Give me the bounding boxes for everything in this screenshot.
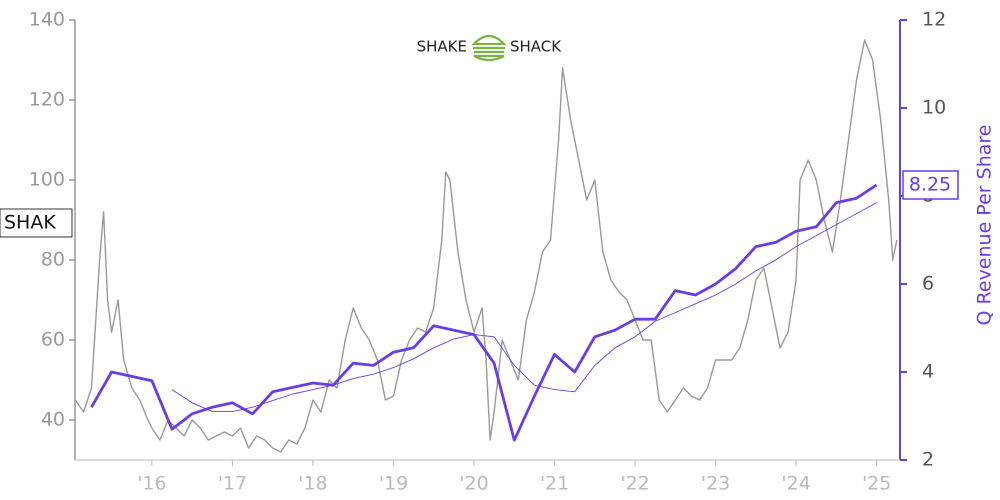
y-tick-label: 40 xyxy=(41,409,65,431)
x-tick-label: '20 xyxy=(459,473,488,495)
x-tick-label: '18 xyxy=(298,473,327,495)
logo-left: SHAKE xyxy=(417,38,467,56)
y2-tick-label: 4 xyxy=(922,361,934,383)
x-tick-label: '24 xyxy=(781,473,810,495)
value-label: 8.25 xyxy=(909,174,951,196)
y2-tick-label: 2 xyxy=(922,449,934,471)
y-tick-label: 100 xyxy=(29,169,65,191)
y-tick-label: 60 xyxy=(41,329,65,351)
y-tick-label: 120 xyxy=(29,89,65,111)
series-name-box xyxy=(0,208,73,238)
x-tick-label: '25 xyxy=(862,473,891,495)
line xyxy=(74,39,898,453)
line xyxy=(90,183,878,442)
line xyxy=(171,202,877,413)
y2-tick-label: 12 xyxy=(922,9,946,31)
y2-axis-label: Q Revenue Per Share xyxy=(974,125,996,326)
x-tick-label: '21 xyxy=(540,473,569,495)
x-tick-label: '16 xyxy=(137,473,166,495)
logo: SHAKE SHACK xyxy=(417,34,562,62)
logo-right: SHACK xyxy=(510,38,562,56)
x-tick-label: '17 xyxy=(218,473,247,495)
series-name: SHAK xyxy=(4,212,56,234)
x-tick-label: '19 xyxy=(379,473,408,495)
x-tick-label: '22 xyxy=(620,473,649,495)
y-tick-label: 80 xyxy=(41,249,65,271)
y2-tick-label: 6 xyxy=(922,273,934,295)
y2-tick-label: 10 xyxy=(922,97,946,119)
x-tick-label: '23 xyxy=(701,473,730,495)
y-tick-label: 140 xyxy=(29,9,65,31)
logo-icon xyxy=(471,34,507,62)
value-label-box xyxy=(902,170,959,200)
